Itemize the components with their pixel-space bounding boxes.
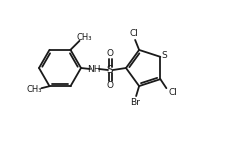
- Text: CH₃: CH₃: [27, 85, 42, 94]
- Text: S: S: [161, 51, 167, 60]
- Text: NH: NH: [87, 64, 101, 74]
- Text: Cl: Cl: [169, 88, 178, 97]
- Text: CH₃: CH₃: [77, 33, 92, 42]
- Text: S: S: [107, 65, 113, 75]
- Text: O: O: [106, 50, 114, 58]
- Text: Br: Br: [130, 98, 140, 106]
- Text: O: O: [106, 81, 114, 90]
- Text: Cl: Cl: [130, 29, 138, 38]
